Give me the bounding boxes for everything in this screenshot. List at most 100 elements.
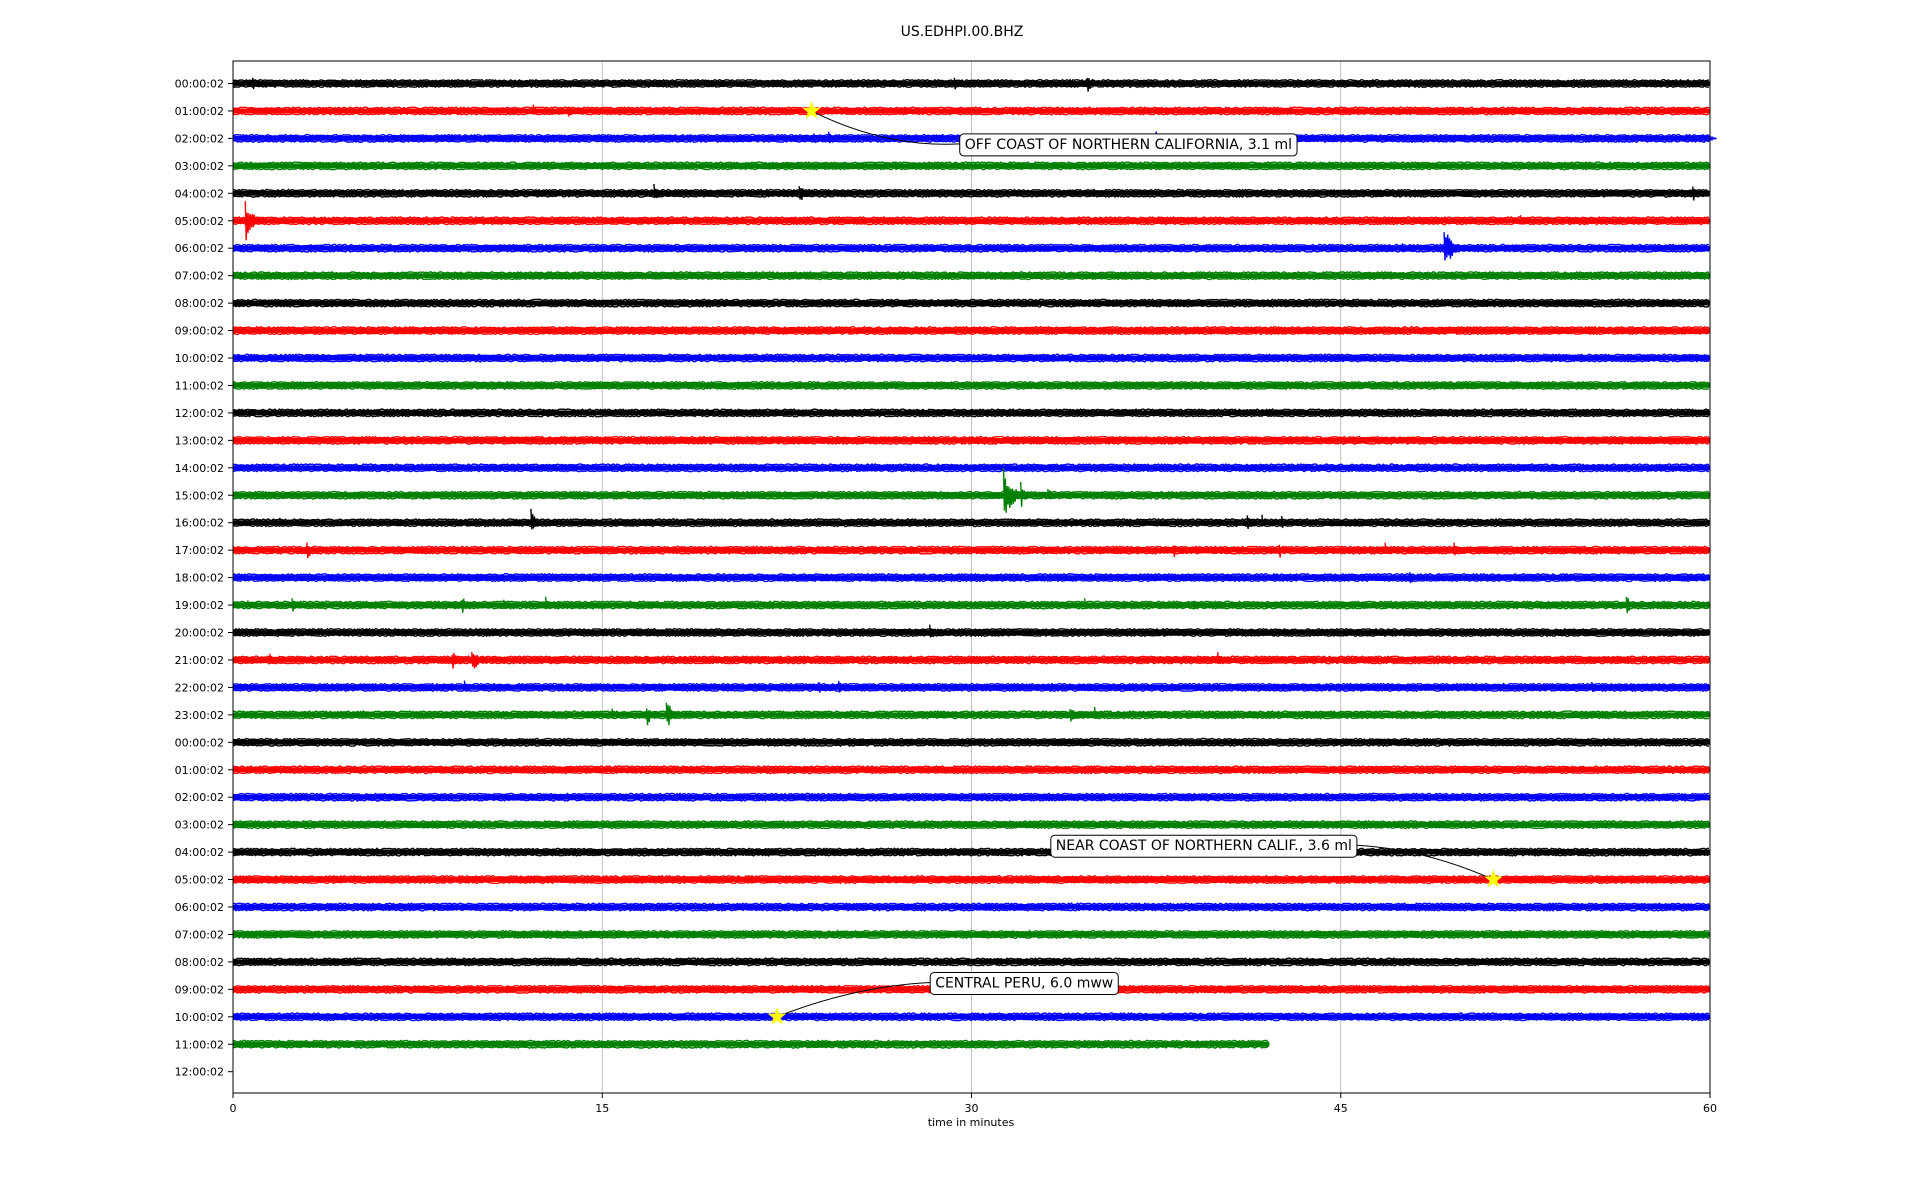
y-tick-label: 04:00:02 (175, 846, 224, 859)
y-tick-label: 12:00:02 (175, 407, 224, 420)
seismic-trace-row-29 (232, 874, 1710, 885)
y-tick-label: 07:00:02 (175, 928, 224, 941)
x-axis-label: time in minutes (928, 1116, 1015, 1129)
x-tick-label: 60 (1703, 1102, 1717, 1115)
y-tick-label: 07:00:02 (175, 270, 224, 283)
event-star-marker (1484, 869, 1503, 888)
event-annotation-box (929, 971, 1119, 995)
event-star-marker (802, 101, 821, 119)
y-tick-label: 06:00:02 (175, 242, 224, 255)
seismic-trace-row-4 (232, 183, 1710, 201)
trace-band-row-21 (233, 657, 1710, 663)
seismic-trace-row-16 (232, 508, 1710, 530)
y-tick-label: 09:00:02 (175, 983, 224, 996)
y-tick-label: 00:00:02 (175, 78, 224, 91)
trace-band-row-19 (233, 602, 1710, 608)
trace-band-row-11 (233, 383, 1710, 388)
seismic-trace-row-30 (232, 902, 1710, 912)
trace-band-row-5 (233, 218, 1710, 224)
y-tick-label: 23:00:02 (175, 709, 224, 722)
trace-band-row-22 (233, 685, 1710, 690)
trace-band-row-30 (233, 904, 1710, 910)
seismic-trace-row-25 (232, 765, 1710, 775)
event-annotation-label: NEAR COAST OF NORTHERN CALIF., 3.6 ml (1056, 838, 1352, 854)
x-tick-label: 30 (965, 1102, 979, 1115)
y-tick-label: 15:00:02 (175, 489, 224, 502)
trace-band-row-7 (233, 273, 1710, 279)
seismic-trace-row-27 (232, 819, 1710, 830)
y-tick-label: 19:00:02 (175, 599, 224, 612)
trace-band-row-8 (233, 300, 1710, 306)
trace-band-row-0 (233, 81, 1710, 86)
seismic-trace-row-17 (232, 542, 1710, 559)
seismic-trace-row-10 (232, 353, 1710, 363)
seismic-trace-row-12 (232, 408, 1710, 418)
trace-band-row-32 (233, 959, 1710, 965)
y-tick-label: 02:00:02 (175, 132, 224, 145)
y-axis-ticks: 00:00:02 01:00:02 02:00:02 03:00:02 04:00:02… (175, 78, 233, 1079)
seismic-trace-row-31 (232, 929, 1710, 940)
trace-band-row-1 (233, 108, 1710, 114)
trace-band-row-25 (233, 767, 1710, 773)
y-tick-label: 22:00:02 (175, 681, 224, 694)
event-annotation-box (959, 133, 1298, 157)
trace-band-row-20 (233, 630, 1710, 635)
seismic-trace-row-9 (232, 325, 1710, 336)
trace-band-row-35 (233, 1041, 1270, 1047)
event-annotation-label: CENTRAL PERU, 6.0 mww (935, 975, 1113, 991)
y-tick-label: 01:00:02 (175, 105, 224, 118)
trace-band-row-27 (233, 822, 1710, 828)
y-tick-label: 17:00:02 (175, 544, 224, 557)
x-tick-label: 0 (230, 1102, 237, 1115)
y-tick-label: 10:00:02 (175, 1011, 224, 1024)
y-tick-label: 18:00:02 (175, 572, 224, 585)
seismic-trace-row-28 (232, 847, 1710, 857)
seismic-trace-row-22 (232, 680, 1710, 693)
seismic-trace-row-34 (232, 1012, 1710, 1022)
event-annotation-connector (1356, 844, 1494, 881)
seismic-trace-row-26 (232, 792, 1710, 802)
seismic-trace-row-15 (232, 467, 1710, 513)
trace-band-row-26 (233, 794, 1710, 800)
trace-band-row-12 (233, 410, 1710, 416)
y-tick-label: 05:00:02 (175, 874, 224, 887)
seismic-trace-row-0 (232, 77, 1710, 92)
y-tick-label: 02:00:02 (175, 791, 224, 804)
y-tick-label: 04:00:02 (175, 187, 224, 200)
seismic-trace-row-5 (232, 201, 1710, 241)
y-tick-label: 00:00:02 (175, 736, 224, 749)
seismic-trace-row-1 (232, 104, 1710, 117)
trace-band-row-18 (233, 575, 1710, 580)
y-tick-label: 10:00:02 (175, 352, 224, 365)
seismic-trace-row-19 (232, 596, 1710, 613)
trace-band-row-17 (233, 547, 1710, 553)
seismic-trace-row-24 (232, 737, 1710, 748)
trace-layer (232, 77, 1717, 1049)
y-tick-label: 16:00:02 (175, 517, 224, 530)
seismic-trace-row-7 (232, 270, 1710, 281)
y-tick-label: 21:00:02 (175, 654, 224, 667)
seismic-trace-row-18 (232, 572, 1710, 584)
seismic-trace-row-14 (232, 463, 1710, 473)
trace-band-row-4 (233, 190, 1710, 196)
seismic-trace-row-13 (232, 435, 1710, 446)
seismic-trace-row-20 (233, 624, 1710, 638)
trace-band-row-24 (233, 739, 1710, 745)
y-tick-label: 01:00:02 (175, 764, 224, 777)
y-tick-label: 14:00:02 (175, 462, 224, 475)
trace-band-row-6 (233, 245, 1710, 251)
trace-band-row-28 (233, 849, 1710, 855)
trace-band-row-23 (233, 712, 1710, 718)
event-star-marker (767, 1007, 787, 1025)
seismic-trace-row-35 (232, 1039, 1269, 1049)
x-tick-label: 45 (1334, 1102, 1348, 1115)
y-tick-label: 08:00:02 (175, 297, 224, 310)
trace-band-row-16 (233, 520, 1710, 526)
trace-band-row-31 (233, 932, 1710, 937)
trace-band-row-29 (233, 877, 1710, 882)
y-tick-label: 09:00:02 (175, 325, 224, 338)
seismic-trace-row-3 (232, 161, 1710, 171)
trace-band-row-14 (233, 465, 1710, 471)
y-tick-label: 11:00:02 (175, 1038, 224, 1051)
